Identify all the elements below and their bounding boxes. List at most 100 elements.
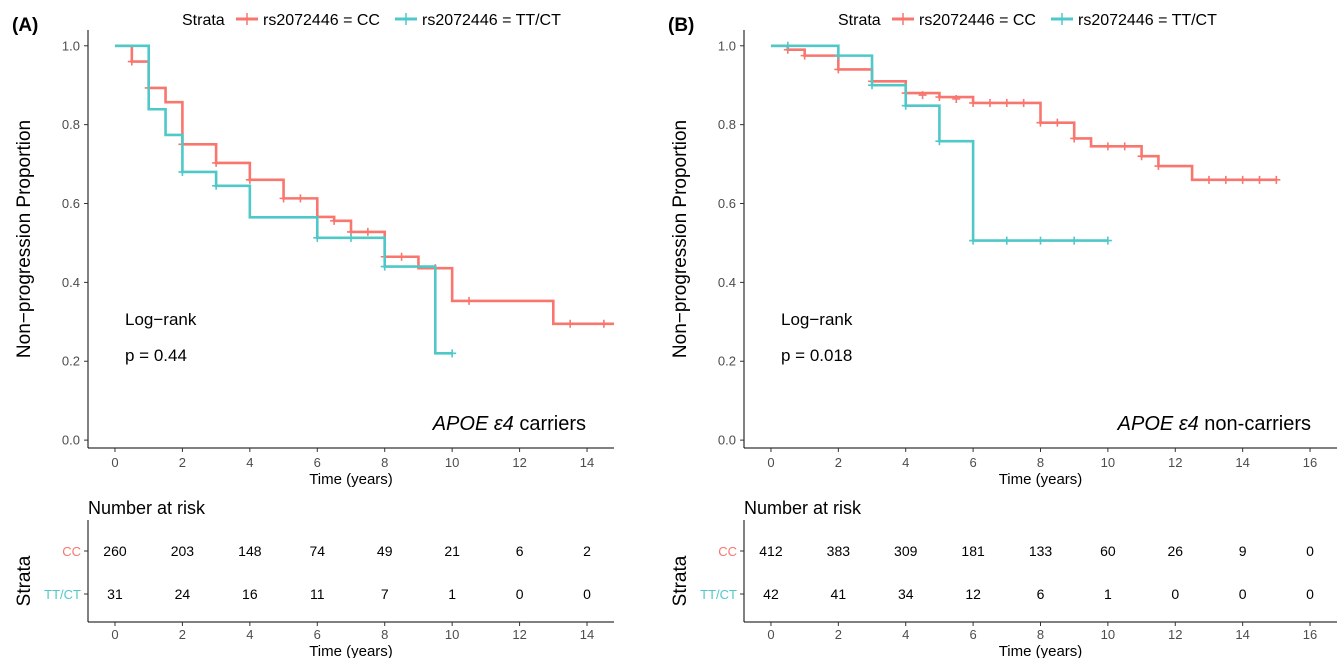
censor-mark-cc [330, 216, 339, 225]
subgroup-group: non-carriers [1199, 413, 1311, 435]
risk-x-tick-label: 0 [767, 627, 774, 642]
risk-x-tick-label: 10 [1101, 627, 1115, 642]
legend-title: Strata [838, 12, 881, 29]
censor-mark-cc [834, 65, 843, 74]
censor-mark-cc [1036, 118, 1045, 127]
x-tick-label: 6 [314, 455, 321, 470]
p-value: p = 0.44 [125, 346, 187, 365]
censor-mark-cc [279, 194, 288, 203]
censor-mark-cc [1019, 98, 1028, 107]
x-tick-label: 10 [1101, 455, 1115, 470]
censor-mark-cc [1154, 162, 1163, 171]
risk-x-tick-label: 6 [969, 627, 976, 642]
subgroup-label: APOE ε4 carriers [432, 413, 586, 435]
y-axis-label: Non−progression Proportion [670, 120, 691, 358]
censor-mark-cc [1002, 98, 1011, 107]
risk-count: 148 [238, 543, 262, 559]
y-tick-label: 0.8 [718, 117, 736, 132]
censor-mark-cc [599, 319, 608, 328]
risk-x-tick-label: 2 [179, 627, 186, 642]
risk-row-label: TT/CT [44, 587, 81, 602]
y-tick-label: 1.0 [62, 38, 80, 53]
legend: Strata rs2072446 = CC rs2072446 = TT/CT [182, 12, 561, 29]
subgroup-gene: APOE [432, 413, 494, 435]
subgroup-allele: ε4 [494, 413, 514, 435]
y-tick-label: 1.0 [718, 38, 736, 53]
risk-count: 31 [107, 586, 123, 602]
x-tick-label: 14 [1235, 455, 1249, 470]
censor-mark-cc [1053, 118, 1062, 127]
risk-count: 260 [103, 543, 127, 559]
x-tick-label: 8 [381, 455, 388, 470]
panel-a: (A) Strata rs2072446 = CC rs2072446 = TT/CT… [12, 12, 614, 658]
x-tick-label: 4 [902, 455, 909, 470]
censor-mark-ttct [935, 137, 944, 146]
risk-x-tick-label: 12 [512, 627, 526, 642]
risk-count: 0 [516, 586, 524, 602]
risk-count: 0 [1171, 586, 1179, 602]
censor-mark-cc [952, 95, 961, 104]
risk-count: 181 [961, 543, 985, 559]
y-tick-label: 0.6 [718, 196, 736, 211]
censor-mark-cc [127, 57, 136, 66]
censor-mark-cc [1221, 175, 1230, 184]
risk-count: 49 [377, 543, 393, 559]
risk-count: 12 [965, 586, 981, 602]
risk-row-label: CC [62, 544, 81, 559]
censor-mark-cc [1255, 175, 1264, 184]
censor-mark-cc [566, 319, 575, 328]
censor-mark-cc [1120, 142, 1129, 151]
censor-mark-ttct [1002, 236, 1011, 245]
censor-mark-cc [296, 194, 305, 203]
censor-mark-cc [212, 158, 221, 167]
risk-count: 0 [1306, 586, 1314, 602]
censor-mark-cc [1137, 152, 1146, 161]
risk-count: 6 [1037, 586, 1045, 602]
risk-x-axis-label: Time (years) [309, 643, 393, 658]
risk-x-tick-label: 4 [902, 627, 909, 642]
risk-count: 1 [1104, 586, 1112, 602]
censor-mark-ttct [1036, 236, 1045, 245]
risk-x-tick-label: 8 [381, 627, 388, 642]
risk-x-tick-label: 14 [580, 627, 594, 642]
y-tick-label: 0.2 [718, 354, 736, 369]
censor-mark-cc [800, 51, 809, 60]
risk-x-tick-label: 6 [314, 627, 321, 642]
risk-count: 383 [827, 543, 851, 559]
censor-mark-ttct [868, 81, 877, 90]
x-tick-label: 0 [767, 455, 774, 470]
risk-count: 74 [309, 543, 325, 559]
panel-label: (B) [668, 15, 694, 36]
risk-count: 41 [831, 586, 847, 602]
x-tick-label: 0 [111, 455, 118, 470]
risk-x-tick-label: 2 [835, 627, 842, 642]
risk-count: 34 [898, 586, 914, 602]
risk-count: 7 [381, 586, 389, 602]
risk-x-tick-label: 10 [445, 627, 459, 642]
risk-count: 0 [1239, 586, 1247, 602]
risk-x-tick-label: 8 [1037, 627, 1044, 642]
risk-count: 412 [759, 543, 783, 559]
risk-count: 2 [583, 543, 591, 559]
y-tick-label: 0.2 [62, 354, 80, 369]
km-curve-ttct [114, 44, 453, 355]
risk-count: 6 [516, 543, 524, 559]
risk-count: 0 [583, 586, 591, 602]
subgroup-label: APOE ε4 non-carriers [1117, 413, 1311, 435]
x-tick-label: 10 [445, 455, 459, 470]
censor-mark-ttct [448, 349, 457, 358]
x-tick-label: 16 [1303, 455, 1317, 470]
legend-entry: rs2072446 = TT/CT [422, 12, 561, 29]
y-axis-label: Non−progression Proportion [14, 120, 35, 358]
risk-strata-label: Strata [14, 555, 35, 606]
risk-count: 9 [1239, 543, 1247, 559]
p-value: p = 0.018 [781, 346, 852, 365]
panel-label: (A) [12, 15, 38, 36]
subgroup-group: carriers [514, 413, 586, 435]
censor-mark-ttct [834, 51, 843, 60]
risk-x-tick-label: 0 [111, 627, 118, 642]
censor-mark-cc [935, 93, 944, 102]
